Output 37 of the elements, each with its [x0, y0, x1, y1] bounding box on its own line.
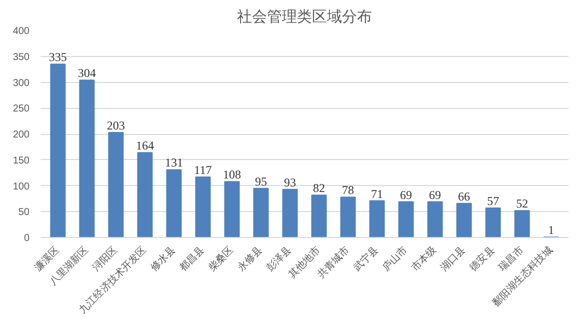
x-tick-label: 武宁县: [351, 244, 381, 274]
data-label: 69: [400, 188, 412, 202]
y-tick-label: 150: [12, 155, 30, 166]
data-label: 304: [78, 66, 96, 80]
x-tick-label: 庐山市: [380, 244, 410, 274]
y-tick-label: 250: [12, 104, 30, 115]
data-label: 93: [284, 175, 296, 190]
data-label: 117: [194, 162, 212, 177]
y-tick-label: 50: [18, 207, 30, 218]
data-label: 1: [548, 222, 554, 237]
data-label: 108: [222, 168, 241, 182]
data-label: 82: [313, 181, 326, 196]
x-tick-label: 修水县: [148, 244, 178, 274]
data-label: 164: [136, 138, 154, 153]
x-tick-label: 市本级: [409, 244, 439, 274]
y-tick-label: 200: [12, 130, 30, 140]
data-label: 335: [48, 50, 67, 64]
data-label: 203: [106, 118, 125, 132]
data-label: 69: [429, 188, 442, 202]
x-tick-label: 柴桑区: [206, 244, 236, 274]
x-tick-label: 德安县: [467, 244, 497, 274]
y-tick-label: 350: [12, 52, 30, 63]
data-label: 71: [371, 186, 384, 201]
x-tick-label: 永修县: [235, 244, 265, 274]
y-tick-label: 400: [12, 26, 30, 37]
data-label: 78: [342, 183, 354, 198]
data-label: 131: [164, 156, 183, 170]
y-tick-label: 300: [12, 78, 30, 89]
chart-title: 社会管理类区域分布: [237, 8, 372, 26]
data-label: 57: [487, 194, 500, 208]
data-label: 52: [516, 196, 528, 211]
data-label: 66: [458, 189, 470, 204]
x-tick-label: 湖口县: [438, 244, 468, 274]
data-label: 95: [254, 174, 267, 188]
x-tick-label: 都昌县: [177, 244, 207, 274]
y-tick-label: 0: [24, 233, 30, 244]
y-tick-label: 100: [12, 181, 30, 192]
